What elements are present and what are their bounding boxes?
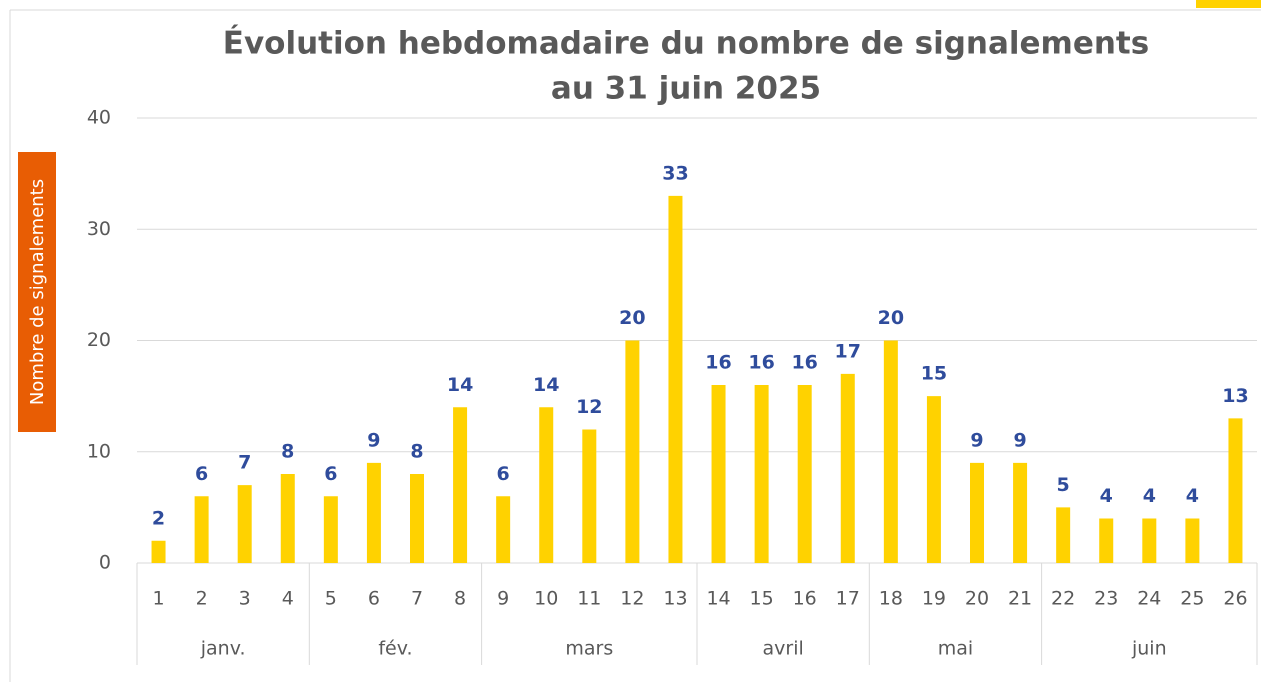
bar (1228, 418, 1243, 563)
y-tick-label: 0 (99, 552, 111, 574)
bar (668, 195, 683, 563)
value-label: 13 (1222, 385, 1248, 407)
bar (1185, 518, 1200, 563)
x-tick-label: 25 (1180, 588, 1204, 610)
value-label: 8 (410, 441, 423, 463)
bar (151, 540, 166, 563)
x-tick-label: 19 (922, 588, 946, 610)
bar (280, 474, 295, 563)
x-tick-label: 26 (1223, 588, 1247, 610)
value-label: 7 (238, 452, 251, 474)
bar (366, 462, 381, 563)
value-label: 12 (576, 396, 602, 418)
bar (496, 496, 511, 563)
y-tick-label: 30 (87, 218, 111, 240)
bar (625, 340, 640, 563)
group-label: mars (565, 638, 613, 660)
x-tick-label: 24 (1137, 588, 1161, 610)
x-tick-label: 15 (750, 588, 774, 610)
value-label: 16 (705, 352, 731, 374)
value-label: 4 (1143, 485, 1156, 507)
value-label: 4 (1186, 485, 1199, 507)
y-tick-label: 10 (87, 440, 111, 462)
value-label: 2 (152, 507, 165, 529)
x-tick-label: 22 (1051, 588, 1075, 610)
value-label: 14 (447, 374, 473, 396)
x-tick-label: 9 (497, 588, 509, 610)
bar (926, 396, 941, 563)
x-tick-label: 8 (454, 588, 466, 610)
x-tick-label: 20 (965, 588, 989, 610)
bar (1056, 507, 1071, 563)
x-tick-label: 16 (793, 588, 817, 610)
bar (970, 462, 984, 563)
chart-title: Évolution hebdomadaire du nombre de sign… (223, 26, 1149, 62)
y-tick-label: 40 (87, 107, 111, 129)
value-label: 20 (878, 307, 904, 329)
x-tick-label: 5 (325, 588, 337, 610)
x-tick-label: 2 (196, 588, 208, 610)
value-label: 16 (791, 352, 817, 374)
value-label: 14 (533, 374, 559, 396)
chart-subtitle: au 31 juin 2025 (551, 71, 821, 107)
x-tick-label: 13 (663, 588, 687, 610)
bar (582, 429, 597, 563)
bar (323, 496, 338, 563)
bar (883, 340, 898, 563)
bar (237, 485, 252, 563)
x-tick-label: 21 (1008, 588, 1032, 610)
value-label: 6 (195, 463, 208, 485)
bar (1142, 518, 1157, 563)
bar (194, 496, 209, 563)
value-label: 9 (367, 429, 380, 451)
value-label: 6 (324, 463, 337, 485)
group-label: janv. (200, 638, 246, 660)
group-label: avril (763, 638, 804, 660)
bar (840, 373, 855, 563)
y-axis-label: Nombre de signalements (27, 179, 48, 405)
x-tick-label: 7 (411, 588, 423, 610)
x-tick-label: 17 (836, 588, 860, 610)
bar (453, 407, 468, 563)
x-tick-label: 11 (577, 588, 601, 610)
bar (1013, 462, 1028, 563)
x-tick-label: 3 (239, 588, 251, 610)
value-label: 15 (921, 363, 947, 385)
x-tick-label: 6 (368, 588, 380, 610)
x-tick-label: 23 (1094, 588, 1118, 610)
x-tick-label: 12 (620, 588, 644, 610)
y-tick-label: 20 (87, 329, 111, 351)
bar (754, 385, 769, 563)
bar (539, 407, 554, 563)
value-label: 5 (1057, 474, 1070, 496)
value-label: 20 (619, 307, 645, 329)
value-label: 17 (835, 340, 861, 362)
bar (797, 385, 812, 563)
group-label: fév. (378, 638, 412, 660)
bar (410, 474, 424, 563)
value-label: 4 (1100, 485, 1113, 507)
bar (1099, 518, 1114, 563)
x-tick-label: 10 (534, 588, 558, 610)
x-tick-label: 14 (706, 588, 730, 610)
value-label: 33 (662, 162, 688, 184)
value-label: 9 (1013, 429, 1026, 451)
x-tick-label: 1 (152, 588, 164, 610)
value-label: 6 (497, 463, 510, 485)
group-label: juin (1131, 638, 1167, 660)
x-tick-label: 4 (282, 588, 294, 610)
value-label: 16 (748, 352, 774, 374)
y-label-box (18, 152, 56, 432)
group-label: mai (938, 638, 973, 660)
x-tick-label: 18 (879, 588, 903, 610)
value-label: 8 (281, 441, 294, 463)
value-label: 9 (970, 429, 983, 451)
badge (1196, 0, 1261, 8)
bar (711, 385, 726, 563)
